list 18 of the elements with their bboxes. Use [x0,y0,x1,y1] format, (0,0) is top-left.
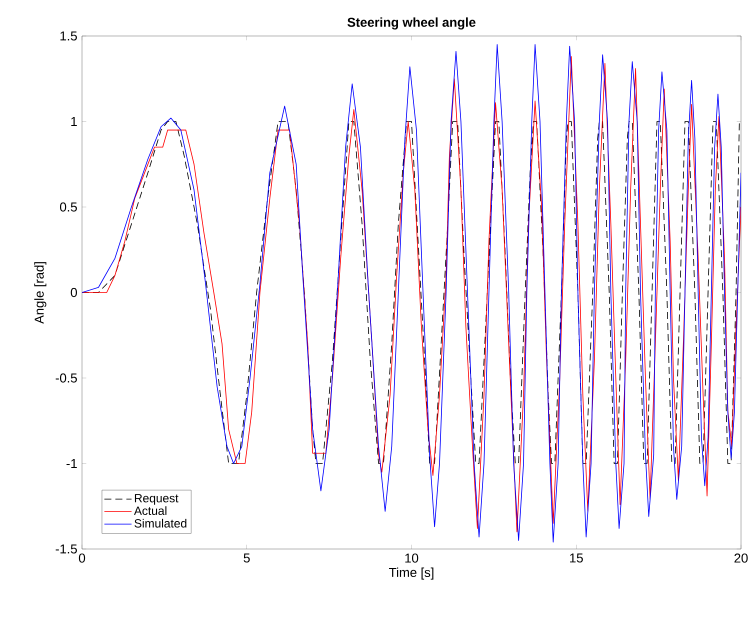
legend-label: Simulated [134,518,186,528]
x-tick-label: 15 [570,554,583,563]
y-axis-title: Angle [rad] [34,262,46,324]
x-tick-label: 20 [734,554,748,563]
x-tick-label: 0 [78,554,86,563]
chart-title: Steering wheel angle [347,17,476,30]
x-axis-title: Time [s] [389,568,434,580]
y-tick-label: 0 [70,288,77,298]
x-tick-label: 10 [405,554,418,563]
x-tick-label: 5 [244,554,250,563]
y-tick-label: -0.5 [56,373,77,383]
y-tick-label: 0.5 [60,202,77,212]
y-tick-label: -1 [66,459,77,468]
y-tick-label: 1 [71,117,77,126]
legend-label: Actual [134,506,166,515]
legend-label: Request [134,494,178,505]
y-tick-label: -1.5 [56,544,77,554]
y-tick-label: 1.5 [60,31,77,41]
